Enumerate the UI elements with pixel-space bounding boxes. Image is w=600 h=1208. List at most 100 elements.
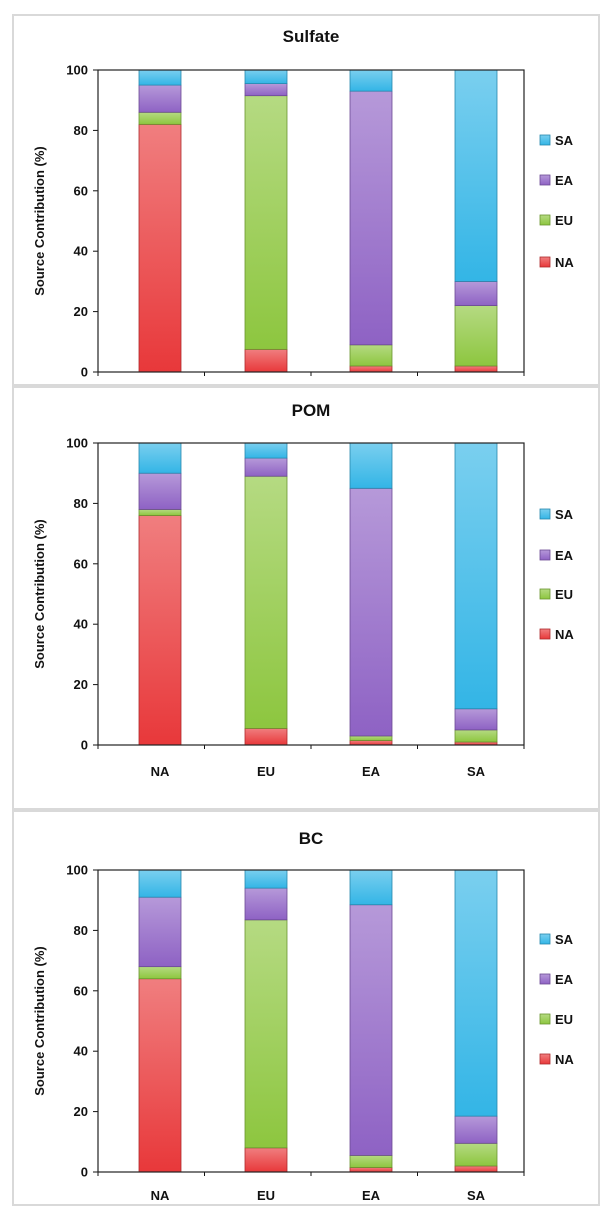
bar-segment-sa-eu: [454, 729, 498, 743]
chart-panel-sulfate: Sulfate 0 20 40 60 80 100 Source Contribution (…: [12, 14, 600, 386]
legend-swatch-na: [539, 256, 551, 268]
y-tick-label: 0: [81, 1165, 88, 1180]
y-tick-label: 100: [66, 63, 88, 78]
y-tick-label: 40: [74, 1044, 88, 1059]
chart-pom: POM 0 20 40 60 80 100 Source Contribution (%) NA…: [32, 401, 574, 779]
bar-segment-ea-ea: [349, 487, 393, 737]
x-tick-label: NA: [151, 764, 170, 779]
bar-segment-sa-sa: [454, 869, 498, 1117]
x-tick-label: SA: [467, 764, 486, 779]
legend-label-eu: EU: [555, 213, 573, 228]
bar-segment-na-eu: [138, 111, 182, 125]
x-tick-label: NA: [151, 1188, 170, 1203]
y-tick-label: 80: [74, 123, 88, 138]
bar-segment-na-sa: [138, 869, 182, 898]
bar-segment-sa-eu: [454, 305, 498, 367]
legend-label-eu: EU: [555, 587, 573, 602]
y-tick-label: 40: [74, 244, 88, 259]
bar-segment-na-eu: [138, 966, 182, 980]
bar-segment-eu-ea: [244, 457, 288, 477]
bar-segment-na-ea: [138, 84, 182, 113]
bar-segment-sa-na: [454, 365, 498, 373]
legend-label-ea: EA: [555, 548, 574, 563]
legend-label-ea: EA: [555, 972, 574, 987]
legend-swatch-sa: [539, 134, 551, 146]
y-axis-label: Source Contribution (%): [32, 146, 47, 296]
bar-segment-eu-eu: [244, 95, 288, 350]
chart-panel-pom: POM 0 20 40 60 80 100 Source Contribution (%) NA…: [12, 386, 600, 810]
legend-swatch-sa: [539, 933, 551, 945]
x-tick-label: EA: [362, 764, 381, 779]
bar-segment-sa-ea: [454, 280, 498, 306]
legend-label-sa: SA: [555, 133, 574, 148]
legend-label-na: NA: [555, 1052, 574, 1067]
legend-label-ea: EA: [555, 173, 574, 188]
bar-segment-eu-na: [244, 1147, 288, 1173]
chart-panel-bc: BC 0 20 40 60 80 100 Source Contribution (%) NA E…: [12, 810, 600, 1206]
y-axis-label: Source Contribution (%): [32, 946, 47, 1096]
bar-segment-sa-ea: [454, 708, 498, 731]
bar-segment-na-eu: [138, 509, 182, 516]
bar-segment-eu-eu: [244, 919, 288, 1149]
y-tick-label: 100: [66, 436, 88, 451]
bar-segment-na-sa: [138, 69, 182, 86]
y-tick-label: 0: [81, 365, 88, 380]
bar-segment-ea-na: [349, 1167, 393, 1173]
legend-label-na: NA: [555, 627, 574, 642]
bar-segment-ea-na: [349, 740, 393, 746]
plot-frame: [97, 69, 525, 373]
legend-swatch-ea: [539, 174, 551, 186]
legend-label-sa: SA: [555, 507, 574, 522]
bar-segment-na-ea: [138, 472, 182, 510]
bar-segment-sa-sa: [454, 442, 498, 710]
legend-swatch-ea: [539, 549, 551, 561]
y-tick-label: 100: [66, 863, 88, 878]
y-tick-label: 60: [74, 983, 88, 998]
y-tick-label: 20: [74, 677, 88, 692]
y-tick-label: 60: [74, 556, 88, 571]
bar-segment-ea-sa: [349, 69, 393, 92]
y-axis-label: Source Contribution (%): [32, 519, 47, 669]
y-tick-label: 80: [74, 923, 88, 938]
bar-segment-na-na: [138, 123, 182, 373]
plot-frame: [97, 869, 525, 1173]
bar-segment-na-na: [138, 515, 182, 746]
bar-segment-eu-sa: [244, 869, 288, 889]
bar-segment-eu-eu: [244, 475, 288, 729]
legend-label-eu: EU: [555, 1012, 573, 1027]
bar-segment-eu-na: [244, 348, 288, 373]
bar-segment-ea-ea: [349, 90, 393, 346]
chart-title: POM: [292, 401, 331, 420]
legend-swatch-sa: [539, 508, 551, 520]
bar-segment-sa-sa: [454, 69, 498, 282]
legend-swatch-eu: [539, 588, 551, 600]
bar-segment-eu-sa: [244, 69, 288, 84]
legend-label-sa: SA: [555, 932, 574, 947]
bar-segment-eu-ea: [244, 83, 288, 97]
x-tick-label: SA: [467, 1188, 486, 1203]
chart-bc: BC 0 20 40 60 80 100 Source Contribution (%) NA E…: [32, 829, 574, 1203]
legend-swatch-eu: [539, 214, 551, 226]
plot-frame: [97, 442, 525, 746]
bar-segment-ea-eu: [349, 344, 393, 367]
x-tick-label: EU: [257, 764, 275, 779]
y-tick-label: 40: [74, 617, 88, 632]
bar-segment-ea-eu: [349, 735, 393, 741]
bar-segment-eu-na: [244, 727, 288, 746]
bar-segment-ea-sa: [349, 442, 393, 489]
bar-segment-na-ea: [138, 896, 182, 968]
bar-segment-ea-na: [349, 365, 393, 373]
bar-segment-ea-eu: [349, 1154, 393, 1168]
bar-segment-sa-eu: [454, 1142, 498, 1167]
chart-title: BC: [299, 829, 324, 848]
bar-segment-sa-ea: [454, 1115, 498, 1144]
bar-segment-na-sa: [138, 442, 182, 474]
bar-segment-ea-ea: [349, 904, 393, 1156]
bar-segment-ea-sa: [349, 869, 393, 906]
x-tick-label: EU: [257, 1188, 275, 1203]
y-tick-label: 80: [74, 496, 88, 511]
bar-segment-na-na: [138, 978, 182, 1173]
y-tick-label: 0: [81, 738, 88, 753]
legend-swatch-na: [539, 1053, 551, 1065]
bar-segment-sa-na: [454, 1165, 498, 1173]
